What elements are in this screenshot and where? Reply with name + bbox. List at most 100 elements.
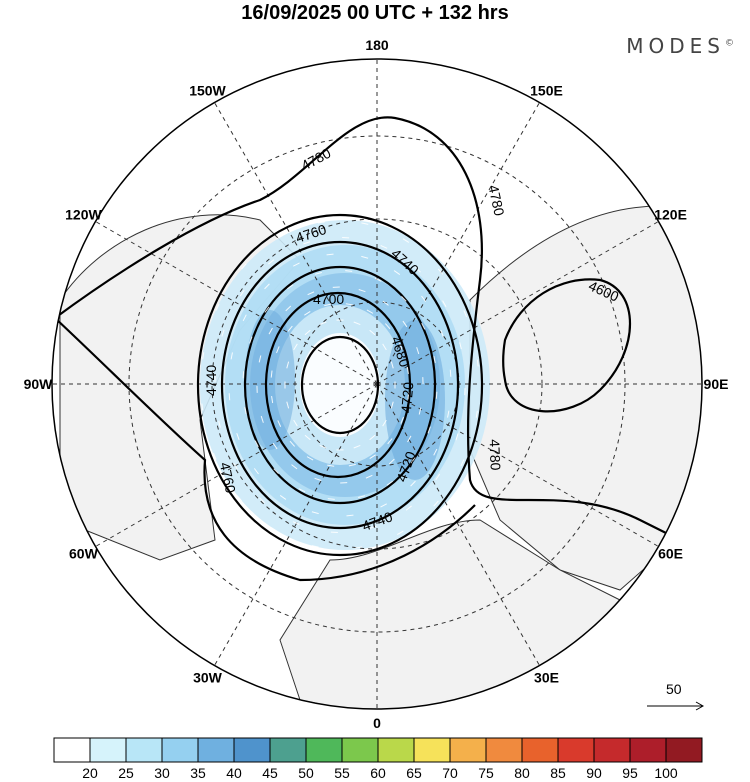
wind-arrow [348,463,356,467]
wind-arrow [202,352,205,360]
wind-arrow [369,329,376,336]
wind-arrow [236,433,240,440]
wind-arrow [249,336,253,344]
wind-arrow [382,300,389,306]
colorbar-label: 95 [622,765,638,781]
colorbar-swatch [557,737,595,763]
colorbar-swatch [665,737,703,763]
wind-arrow [459,342,462,350]
colorbar-swatch [161,737,199,763]
wind-arrow [303,241,311,245]
wind-arrow [244,406,247,415]
contour-4760 [196,213,484,557]
wind-arrow [327,498,335,500]
wind-arrow [388,458,395,465]
meridian-line [214,102,378,385]
wind-arrow [460,459,465,467]
longitude-label: 30W [193,670,223,686]
wind-arrow [260,415,264,423]
wind-arrow [390,401,394,409]
colorbar-label: 45 [262,765,278,781]
globe-outline [51,58,703,710]
meridian-line [376,383,659,547]
wind-arrow [276,235,283,240]
wind-arrow [406,366,409,374]
colorbar-swatch [305,737,343,763]
wind-arrow [402,238,410,243]
wind-arrow [410,457,416,464]
colorbar-swatch [413,737,451,763]
colorbar-label: 75 [478,765,494,781]
wind-arrow [326,253,334,256]
wind-arrow [268,327,273,335]
colorbar-swatch [377,737,415,763]
wind-arrow [212,452,217,460]
wind-arrow [401,295,407,302]
wind-arrow [345,270,353,272]
wind-arrow [218,420,221,428]
wind-arrow [433,355,436,364]
wind-arrow [242,371,245,379]
colorbar-swatch [53,737,91,763]
contour-4680 [300,335,380,435]
colorbar-label: 55 [334,765,350,781]
colorbar-swatch [233,737,271,763]
copyright-mark: © [725,38,734,49]
meridian-line [376,383,540,666]
wind-arrow [293,343,298,351]
colorbar-swatch [593,737,631,763]
wind-arrow [293,419,298,427]
wind-reference-label: 50 [666,681,682,697]
longitude-label: 30E [534,670,559,686]
wind-arrow [304,311,311,316]
contour-label: 4760 [217,461,239,495]
wind-arrow [264,283,270,290]
wind-arrow [407,435,412,443]
wind-arrow [292,521,300,525]
colorbar-swatch [449,737,487,763]
wind-arrow [405,505,412,511]
colorbar-swatch [89,737,127,763]
wind-arrow [319,445,327,449]
wind-arrow [293,262,300,267]
wind-arrow [416,347,420,355]
wind-arrow [276,346,280,354]
wind-arrow [440,330,444,337]
wind-arrow [353,445,361,449]
wind-arrow [369,525,377,529]
wind-arrow [355,546,363,549]
wind-arrow [314,272,322,275]
wind-arrow [279,495,287,500]
wind-arrow [346,514,354,517]
wind-arrow [435,473,441,481]
wind-arrow [306,456,314,461]
wind-arrow [421,322,426,330]
wind-arrow [358,289,366,293]
meridian-line [95,383,378,547]
wind-arrow [455,433,459,441]
wind-arrow [369,454,376,459]
wind-arrow [324,303,332,307]
longitude-label: 120W [65,207,102,223]
wind-arrow [271,396,274,404]
colorbar-label: 80 [514,765,530,781]
longitude-label: 120E [654,207,687,223]
contour-label: 4700 [313,291,344,307]
colorbar-label: 60 [370,765,386,781]
wind-arrow [427,426,431,434]
colorbar-label: 65 [406,765,422,781]
wind-arrow [366,309,374,314]
colorbar-label: 25 [118,765,134,781]
meridian-line [214,383,378,666]
wind-arrow [407,392,410,400]
wind-arrow [353,321,361,325]
colorbar-swatch [521,737,559,763]
contour-4600 [502,278,631,413]
wind-arrow [380,503,387,508]
height-contours [54,116,702,582]
wind-vectors [201,221,479,549]
wind-arrow [311,511,319,515]
wind-arrow [402,320,408,328]
chart-title: 16/09/2025 00 UTC + 132 hrs [241,2,509,24]
